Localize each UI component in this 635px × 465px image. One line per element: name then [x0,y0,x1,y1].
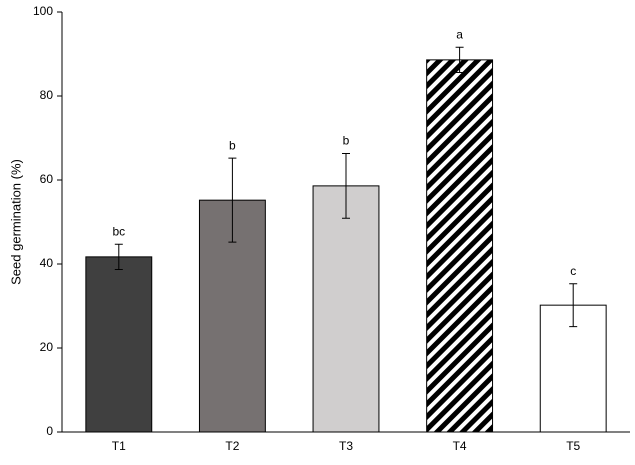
error-bar [455,46,464,73]
y-tick-label: 80 [40,88,54,102]
y-tick-label: 60 [40,172,54,186]
error-bar [228,157,237,243]
bar [85,256,153,433]
significance-label: b [229,138,236,152]
error-bar [342,153,350,219]
x-tick-label: T4 [453,439,467,453]
y-tick-label: 40 [40,256,54,270]
x-tick-label: T2 [225,439,239,453]
x-tick-label: T3 [339,439,353,453]
y-tick-label: 20 [40,340,54,354]
error-bar [569,283,578,328]
y-tick-label: 0 [46,424,53,438]
bar [312,185,380,433]
y-axis-label: Seed germination (%) [8,159,23,285]
significance-label: a [456,27,463,41]
significance-label: c [570,264,576,278]
y-tick-label: 100 [33,4,53,18]
significance-label: bc [112,224,125,238]
x-tick-label: T1 [112,439,126,453]
significance-label: b [343,134,350,148]
bar [426,59,494,433]
error-bar [114,243,123,270]
x-tick-label: T5 [566,439,580,453]
